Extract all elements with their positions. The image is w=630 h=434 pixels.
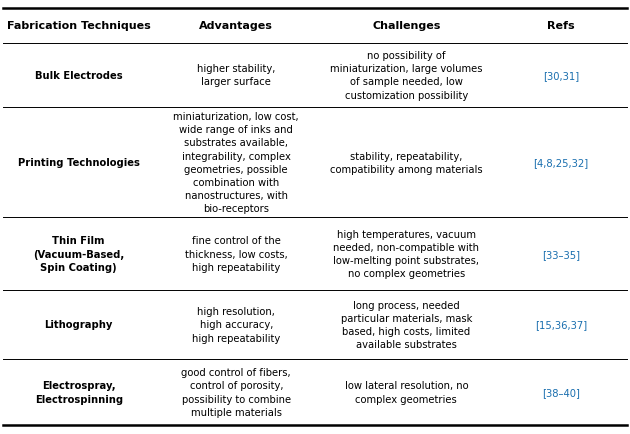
Text: higher stability,
larger surface: higher stability, larger surface: [197, 64, 275, 87]
Text: fine control of the
thickness, low costs,
high repeatability: fine control of the thickness, low costs…: [185, 236, 288, 272]
Text: [33–35]: [33–35]: [542, 249, 580, 259]
Text: long process, needed
particular materials, mask
based, high costs, limited
avail: long process, needed particular material…: [341, 300, 472, 349]
Text: Bulk Electrodes: Bulk Electrodes: [35, 71, 123, 81]
Text: Advantages: Advantages: [199, 21, 273, 31]
Text: good control of fibers,
control of porosity,
possibility to combine
multiple mat: good control of fibers, control of poros…: [181, 367, 291, 417]
Text: [4,8,25,32]: [4,8,25,32]: [533, 158, 588, 168]
Text: no possibility of
miniaturization, large volumes
of sample needed, low
customiza: no possibility of miniaturization, large…: [330, 51, 483, 100]
Text: Lithography: Lithography: [45, 320, 113, 330]
Text: miniaturization, low cost,
wide range of inks and
substrates available,
integrab: miniaturization, low cost, wide range of…: [173, 112, 299, 214]
Text: [38–40]: [38–40]: [542, 387, 580, 397]
Text: Refs: Refs: [547, 21, 575, 31]
Text: high resolution,
high accuracy,
high repeatability: high resolution, high accuracy, high rep…: [192, 306, 280, 343]
Text: Electrospray,
Electrospinning: Electrospray, Electrospinning: [35, 381, 123, 404]
Text: stability, repeatability,
compatibility among materials: stability, repeatability, compatibility …: [330, 151, 483, 174]
Text: Thin Film
(Vacuum-Based,
Spin Coating): Thin Film (Vacuum-Based, Spin Coating): [33, 236, 124, 272]
Text: [15,36,37]: [15,36,37]: [535, 320, 587, 330]
Text: high temperatures, vacuum
needed, non-compatible with
low-melting point substrat: high temperatures, vacuum needed, non-co…: [333, 229, 479, 279]
Text: Challenges: Challenges: [372, 21, 440, 31]
Text: [30,31]: [30,31]: [542, 71, 579, 81]
Text: Fabrication Techniques: Fabrication Techniques: [7, 21, 151, 31]
Text: low lateral resolution, no
complex geometries: low lateral resolution, no complex geome…: [345, 381, 468, 404]
Text: Printing Technologies: Printing Technologies: [18, 158, 140, 168]
